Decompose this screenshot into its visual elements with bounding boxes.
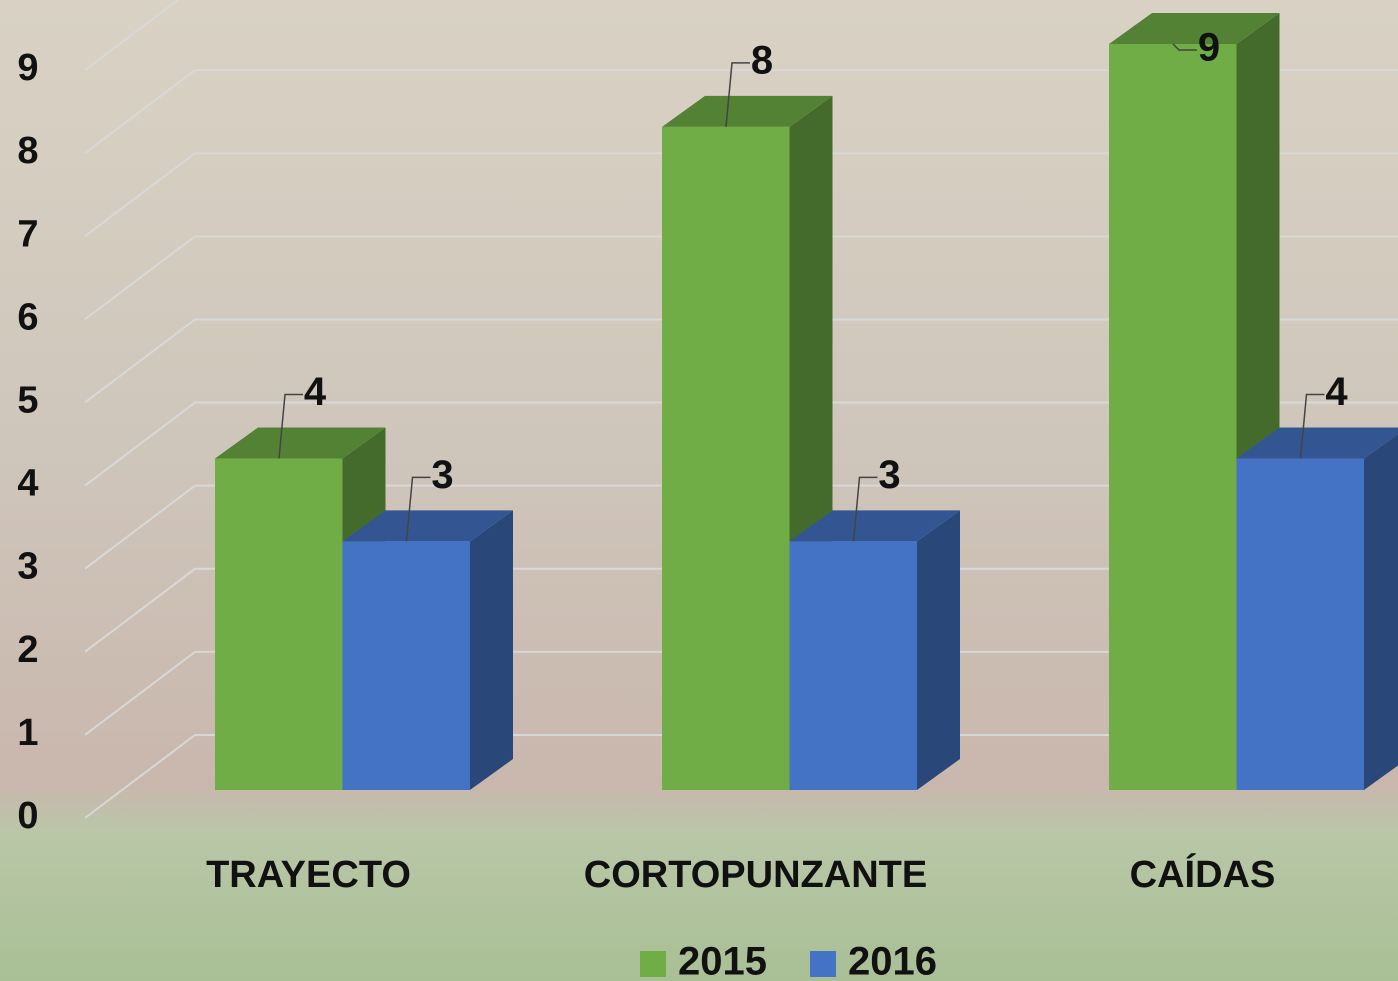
y-tick-label: 0: [17, 795, 38, 837]
bar-side: [1364, 427, 1398, 790]
bar: [790, 510, 961, 790]
bar: [1237, 427, 1398, 790]
x-tick-label: TRAYECTO: [206, 854, 411, 896]
legend-swatch: [640, 951, 666, 977]
value-label: 4: [1325, 370, 1348, 414]
y-tick-label: 8: [17, 130, 38, 172]
x-tick-label: CAÍDAS: [1130, 852, 1276, 896]
y-tick-label: 2: [17, 629, 38, 671]
bar-front: [1109, 44, 1237, 790]
value-label: 3: [431, 453, 453, 497]
y-tick-label: 6: [17, 296, 38, 338]
y-tick-label: 7: [17, 213, 38, 255]
value-label: 3: [878, 453, 900, 497]
value-label: 9: [1198, 26, 1220, 70]
legend-label: 2015: [678, 940, 767, 981]
value-label: 4: [304, 370, 327, 414]
y-tick-label: 5: [17, 379, 38, 421]
bar: [343, 510, 514, 790]
y-tick-label: 4: [17, 463, 38, 505]
x-tick-label: CORTOPUNZANTE: [584, 854, 927, 896]
bar-side: [917, 510, 960, 790]
chart: 0 1 2 3 4 5 6 7 8 9 TRAYECTO 4 3 CORTOPUNZANTE 8 3 CAÍDA…: [0, 0, 1398, 981]
y-tick-label: 9: [17, 47, 38, 89]
bar-front: [343, 541, 471, 790]
bar-front: [662, 127, 790, 790]
legend-swatch: [810, 951, 836, 977]
value-label: 8: [751, 38, 773, 82]
y-tick-label: 1: [17, 712, 38, 754]
bar-front: [790, 541, 918, 790]
legend-label: 2016: [848, 940, 937, 981]
bar-front: [215, 458, 343, 790]
bar-front: [1237, 458, 1365, 790]
bar-side: [470, 510, 513, 790]
y-tick-label: 3: [17, 546, 38, 588]
